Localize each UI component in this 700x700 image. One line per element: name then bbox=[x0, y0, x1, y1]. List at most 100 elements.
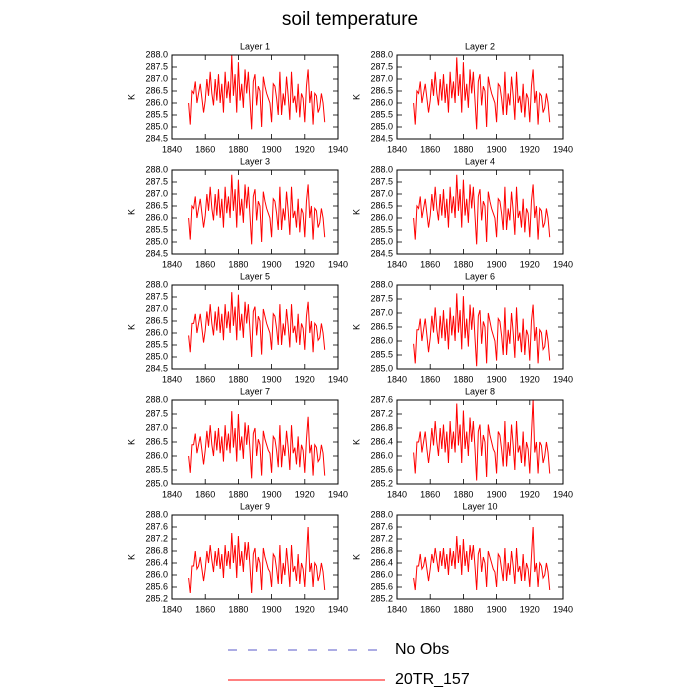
y-tick-label: 287.2 bbox=[370, 408, 393, 418]
y-axis-label: K bbox=[351, 209, 361, 215]
x-tick-label: 1900 bbox=[487, 259, 507, 269]
y-tick-label: 284.5 bbox=[145, 248, 168, 258]
x-tick-label: 1940 bbox=[553, 604, 573, 614]
x-tick-label: 1920 bbox=[520, 604, 540, 614]
y-tick-label: 287.0 bbox=[370, 307, 393, 317]
x-tick-label: 1840 bbox=[387, 259, 407, 269]
y-tick-label: 286.0 bbox=[145, 450, 168, 460]
x-tick-label: 1880 bbox=[228, 489, 248, 499]
y-axis-label: K bbox=[351, 324, 361, 330]
x-tick-label: 1920 bbox=[520, 374, 540, 384]
y-tick-label: 284.5 bbox=[145, 133, 168, 143]
y-tick-label: 286.0 bbox=[145, 327, 168, 337]
y-axis-label: K bbox=[351, 439, 361, 445]
x-tick-label: 1880 bbox=[228, 259, 248, 269]
y-tick-label: 286.5 bbox=[145, 436, 168, 446]
x-tick-label: 1920 bbox=[520, 489, 540, 499]
y-tick-label: 286.5 bbox=[145, 315, 168, 325]
panel-title: Layer 6 bbox=[465, 271, 495, 281]
plot-frame bbox=[396, 514, 564, 600]
plot-frame bbox=[171, 514, 339, 600]
y-tick-label: 287.0 bbox=[145, 73, 168, 83]
plot-frame bbox=[396, 399, 564, 485]
data-line bbox=[188, 292, 326, 358]
x-tick-label: 1860 bbox=[195, 604, 215, 614]
x-tick-label: 1840 bbox=[387, 144, 407, 154]
y-tick-label: 285.5 bbox=[145, 224, 168, 234]
y-tick-label: 285.5 bbox=[145, 109, 168, 119]
x-tick-label: 1940 bbox=[328, 489, 348, 499]
y-tick-label: 285.6 bbox=[370, 581, 393, 591]
x-tick-label: 1860 bbox=[195, 144, 215, 154]
legend-label: 20TR_157 bbox=[395, 671, 470, 688]
y-tick-label: 284.5 bbox=[145, 363, 168, 373]
y-tick-label: 287.0 bbox=[145, 422, 168, 432]
y-axis-label: K bbox=[126, 94, 136, 100]
y-tick-label: 286.8 bbox=[370, 422, 393, 432]
x-tick-label: 1840 bbox=[387, 604, 407, 614]
y-tick-label: 285.0 bbox=[145, 121, 168, 131]
y-tick-label: 286.0 bbox=[370, 212, 393, 222]
x-tick-label: 1880 bbox=[453, 604, 473, 614]
x-tick-label: 1920 bbox=[520, 144, 540, 154]
panel-title: Layer 10 bbox=[462, 501, 497, 511]
data-line bbox=[188, 526, 326, 594]
y-tick-label: 287.0 bbox=[370, 73, 393, 83]
plot-frame bbox=[396, 284, 564, 370]
x-tick-label: 1900 bbox=[487, 144, 507, 154]
y-tick-label: 286.0 bbox=[370, 450, 393, 460]
y-tick-label: 287.6 bbox=[145, 521, 168, 531]
y-tick-label: 288.0 bbox=[145, 509, 168, 519]
x-tick-label: 1880 bbox=[228, 604, 248, 614]
x-tick-label: 1840 bbox=[387, 489, 407, 499]
x-tick-label: 1880 bbox=[453, 489, 473, 499]
x-tick-label: 1860 bbox=[420, 489, 440, 499]
panel-title: Layer 5 bbox=[240, 271, 270, 281]
y-tick-label: 288.0 bbox=[145, 279, 168, 289]
legend-label: No Obs bbox=[395, 641, 449, 658]
x-tick-label: 1840 bbox=[162, 489, 182, 499]
y-tick-label: 286.4 bbox=[370, 557, 393, 567]
data-line bbox=[413, 293, 551, 367]
y-axis-label: K bbox=[126, 209, 136, 215]
x-tick-label: 1840 bbox=[162, 259, 182, 269]
data-line bbox=[188, 411, 326, 479]
x-tick-label: 1940 bbox=[328, 144, 348, 154]
panel-title: Layer 1 bbox=[240, 41, 270, 51]
panel-title: Layer 9 bbox=[240, 501, 270, 511]
y-tick-label: 287.5 bbox=[145, 176, 168, 186]
y-tick-label: 285.5 bbox=[370, 224, 393, 234]
x-tick-label: 1860 bbox=[195, 374, 215, 384]
panel-title: Layer 7 bbox=[240, 386, 270, 396]
x-tick-label: 1900 bbox=[487, 374, 507, 384]
x-tick-label: 1940 bbox=[328, 604, 348, 614]
data-line bbox=[188, 174, 326, 245]
y-tick-label: 286.5 bbox=[370, 85, 393, 95]
y-axis-label: K bbox=[126, 439, 136, 445]
x-tick-label: 1840 bbox=[162, 604, 182, 614]
y-tick-label: 288.0 bbox=[370, 164, 393, 174]
x-tick-label: 1860 bbox=[195, 259, 215, 269]
x-tick-label: 1920 bbox=[295, 144, 315, 154]
y-tick-label: 285.5 bbox=[370, 109, 393, 119]
x-tick-label: 1880 bbox=[228, 374, 248, 384]
y-tick-label: 287.0 bbox=[145, 188, 168, 198]
x-tick-label: 1860 bbox=[420, 144, 440, 154]
y-tick-label: 285.0 bbox=[370, 121, 393, 131]
x-tick-label: 1880 bbox=[453, 374, 473, 384]
y-tick-label: 286.5 bbox=[145, 200, 168, 210]
y-tick-label: 286.4 bbox=[370, 436, 393, 446]
y-tick-label: 287.5 bbox=[370, 61, 393, 71]
y-tick-label: 286.0 bbox=[145, 97, 168, 107]
x-tick-label: 1900 bbox=[262, 374, 282, 384]
x-tick-label: 1920 bbox=[295, 489, 315, 499]
x-tick-label: 1840 bbox=[162, 374, 182, 384]
y-tick-label: 286.5 bbox=[370, 321, 393, 331]
y-tick-label: 288.0 bbox=[370, 509, 393, 519]
x-tick-label: 1860 bbox=[195, 489, 215, 499]
y-tick-label: 287.2 bbox=[145, 533, 168, 543]
y-tick-label: 285.5 bbox=[145, 339, 168, 349]
y-tick-label: 285.2 bbox=[370, 593, 393, 603]
y-tick-label: 286.4 bbox=[145, 557, 168, 567]
